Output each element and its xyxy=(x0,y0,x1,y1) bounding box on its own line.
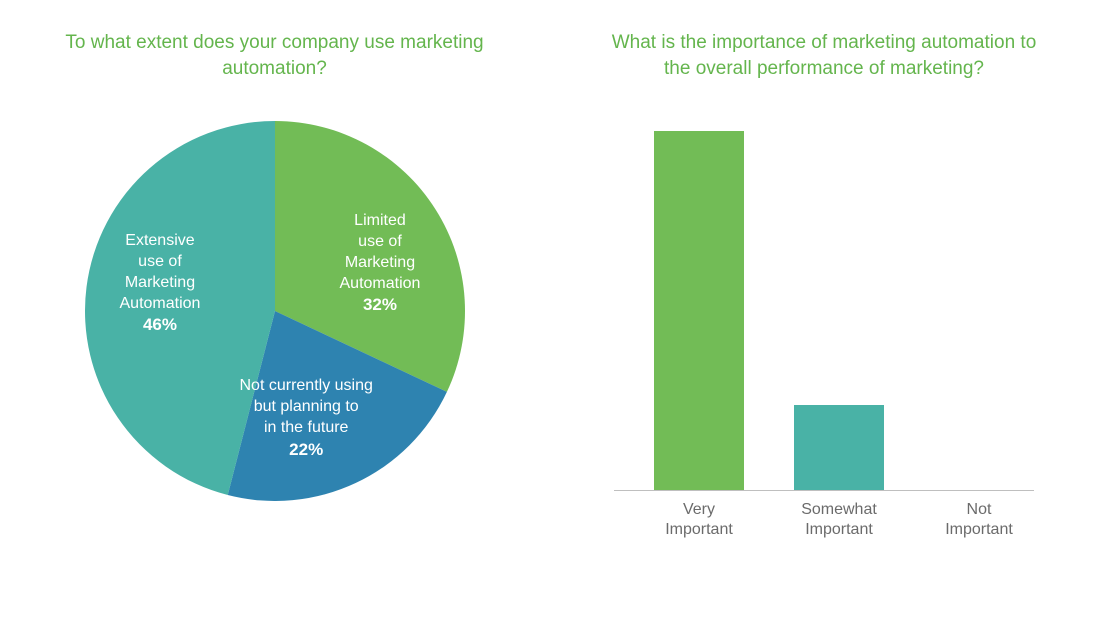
bar-chart: VeryImportantSomewhatImportantNotImporta… xyxy=(594,111,1054,551)
pie-slice-label-line: but planning to xyxy=(240,397,373,418)
pie-slice-label-line: Marketing xyxy=(340,253,421,274)
bar-label-line: Very xyxy=(634,500,764,521)
bar-label-line: Important xyxy=(914,520,1044,541)
pie-panel: To what extent does your company use mar… xyxy=(0,0,549,501)
pie-chart: Limiteduse ofMarketingAutomation32%Not c… xyxy=(85,121,465,501)
bar-label-line: Somewhat xyxy=(774,500,904,521)
pie-slice-pct: 46% xyxy=(120,314,201,336)
bar-label-line: Important xyxy=(774,520,904,541)
pie-slice-label-line: Not currently using xyxy=(240,376,373,397)
bar-label-line: Not xyxy=(914,500,1044,521)
bar-1 xyxy=(794,405,884,490)
pie-slice-label-line: Limited xyxy=(340,211,421,232)
pie-slice-label-line: in the future xyxy=(240,418,373,439)
bar-label-line: Important xyxy=(634,520,764,541)
bar-label-1: SomewhatImportant xyxy=(774,500,904,542)
pie-slice-label-line: use of xyxy=(120,252,201,273)
pie-slice-label-line: Automation xyxy=(340,274,421,295)
pie-slice-label-line: Marketing xyxy=(120,273,201,294)
bar-label-2: NotImportant xyxy=(914,500,1044,542)
bar-label-0: VeryImportant xyxy=(634,500,764,542)
bar-0 xyxy=(654,131,744,490)
pie-slice-pct: 22% xyxy=(240,439,373,461)
pie-slice-label-line: Automation xyxy=(120,294,201,315)
bar-panel: What is the importance of marketing auto… xyxy=(549,0,1099,551)
pie-slice-pct: 32% xyxy=(340,294,421,316)
pie-slice-label-0: Limiteduse ofMarketingAutomation32% xyxy=(340,211,421,316)
bar-chart-title: What is the importance of marketing auto… xyxy=(549,0,1099,81)
pie-slice-label-line: use of xyxy=(340,232,421,253)
pie-slice-label-2: Extensiveuse ofMarketingAutomation46% xyxy=(120,231,201,336)
pie-slice-label-1: Not currently usingbut planning toin the… xyxy=(240,376,373,460)
pie-slice-label-line: Extensive xyxy=(120,231,201,252)
pie-chart-title: To what extent does your company use mar… xyxy=(0,0,549,81)
bar-x-axis xyxy=(614,490,1034,491)
